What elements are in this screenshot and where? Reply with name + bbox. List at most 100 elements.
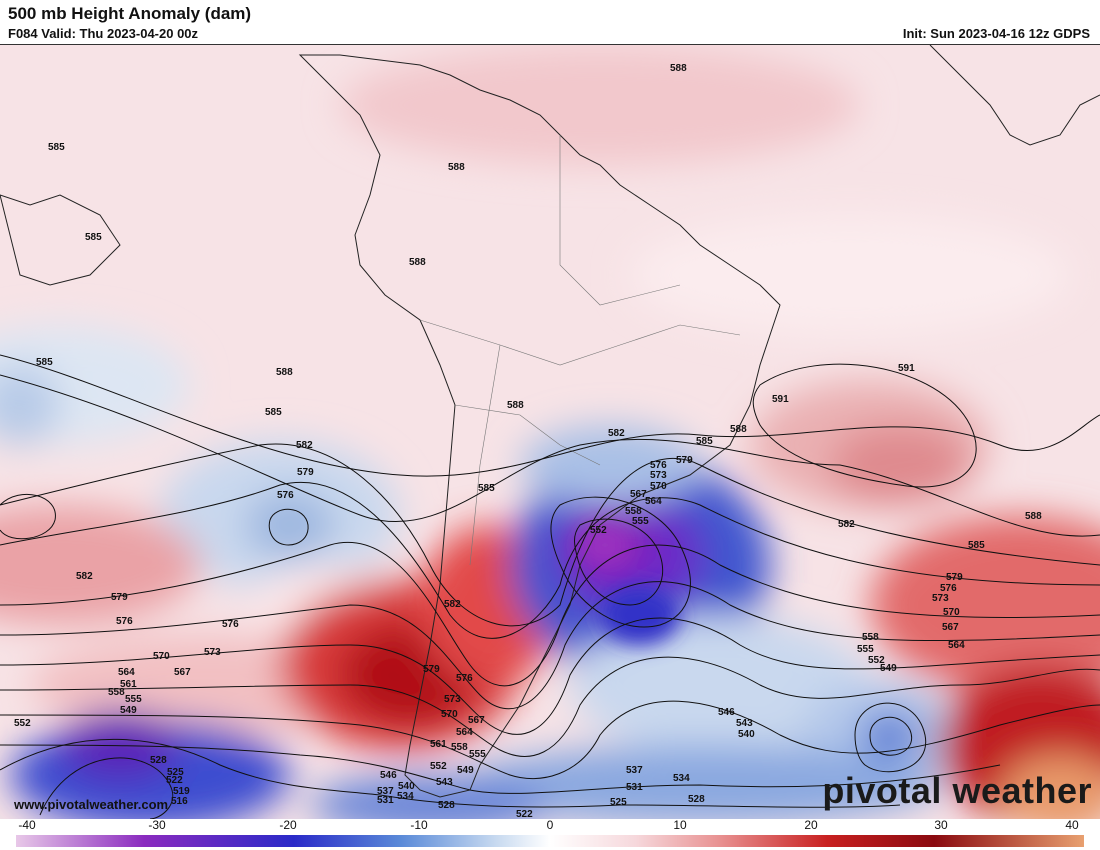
contour-label: 564 <box>456 727 473 738</box>
contour-label: 582 <box>838 519 855 530</box>
height-contours <box>0 354 1100 819</box>
contour-label: 558 <box>862 632 879 643</box>
contour-label: 537 <box>377 786 394 797</box>
contour-label: 573 <box>932 593 949 604</box>
colorbar-tick: -10 <box>410 818 428 832</box>
contour-label: 543 <box>736 718 753 729</box>
colorbar-tick: 30 <box>934 818 948 832</box>
contour-label: 585 <box>478 483 495 494</box>
contour-label: 546 <box>718 707 735 718</box>
contour-label: 552 <box>590 525 607 536</box>
contour-label: 549 <box>880 663 897 674</box>
contour-label: 528 <box>438 800 455 811</box>
contour-label: 549 <box>120 705 137 716</box>
contour-label: 576 <box>940 583 957 594</box>
map-canvas: 585 585 585 585 585 585 585 588 588 588 … <box>0 45 1100 819</box>
contour-label: 576 <box>650 460 667 471</box>
contour-label: 567 <box>942 622 959 633</box>
contour-label: 573 <box>650 470 667 481</box>
contour-label: 585 <box>696 436 713 447</box>
contour-label: 525 <box>610 797 627 808</box>
contour-label: 588 <box>448 162 465 173</box>
colorbar-gradient <box>16 835 1084 847</box>
contour-label: 588 <box>507 400 524 411</box>
contour-label: 585 <box>85 232 102 243</box>
contour-label: 552 <box>430 761 447 772</box>
colorbar-tick: 20 <box>804 818 818 832</box>
contour-label: 558 <box>451 742 468 753</box>
contour-label: 540 <box>398 781 415 792</box>
contour-label: 567 <box>630 489 647 500</box>
contour-label: 540 <box>738 729 755 740</box>
contour-label: 579 <box>946 572 963 583</box>
anomaly-map: 585 585 585 585 585 585 585 588 588 588 … <box>0 44 1100 819</box>
contour-label: 531 <box>377 795 394 806</box>
contour-label: 573 <box>444 694 461 705</box>
contour-label: 522 <box>166 775 183 786</box>
colorbar-tick: 10 <box>673 818 687 832</box>
contour-label: 537 <box>626 765 643 776</box>
colorbar-tick: -40 <box>18 818 36 832</box>
contour-label: 531 <box>626 782 643 793</box>
contour-label: 582 <box>444 599 461 610</box>
contour-label: 549 <box>457 765 474 776</box>
contour-label: 570 <box>943 607 960 618</box>
init-time: Init: Sun 2023-04-16 12z GDPS <box>902 26 1090 41</box>
contour-label-group: 585 585 585 585 585 585 585 588 588 588 … <box>14 63 1042 819</box>
contour-label: 552 <box>868 655 885 666</box>
contour-label: 570 <box>153 651 170 662</box>
contour-label: 588 <box>670 63 687 74</box>
contour-label: 588 <box>730 424 747 435</box>
anomaly-fill <box>0 45 1100 819</box>
contour-label: 546 <box>380 770 397 781</box>
contour-label: 573 <box>204 647 221 658</box>
contour-label: 555 <box>469 749 486 760</box>
colorbar <box>16 835 1084 847</box>
contour-label: 564 <box>118 667 135 678</box>
contour-label: 534 <box>397 791 414 802</box>
contour-label: 564 <box>948 640 965 651</box>
contour-label: 570 <box>441 709 458 720</box>
contour-label: 570 <box>650 481 667 492</box>
contour-label: 555 <box>632 516 649 527</box>
contour-label: 582 <box>76 571 93 582</box>
contour-label: 579 <box>423 664 440 675</box>
contour-label: 588 <box>276 367 293 378</box>
colorbar-tick: 0 <box>546 818 554 832</box>
contour-label: 558 <box>625 506 642 517</box>
contour-label: 585 <box>36 357 53 368</box>
contour-label: 585 <box>265 407 282 418</box>
contour-label: 576 <box>116 616 133 627</box>
contour-label: 561 <box>430 739 447 750</box>
header: 500 mb Height Anomaly (dam) F084 Valid: … <box>0 0 1100 44</box>
contour-label: 576 <box>456 673 473 684</box>
contour-label: 588 <box>1025 511 1042 522</box>
contour-label: 591 <box>898 363 915 374</box>
contour-label: 564 <box>645 496 662 507</box>
brand-watermark: pivotal weather <box>822 770 1092 811</box>
contour-label: 579 <box>297 467 314 478</box>
contour-label: 585 <box>968 540 985 551</box>
map-title: 500 mb Height Anomaly (dam) <box>8 4 252 23</box>
contour-label: 579 <box>111 592 128 603</box>
coastlines <box>0 45 1100 798</box>
site-url: www.pivotalweather.com <box>14 797 169 812</box>
valid-time: F084 Valid: Thu 2023-04-20 00z <box>8 26 199 41</box>
contour-label: 585 <box>48 142 65 153</box>
contour-label: 582 <box>296 440 313 451</box>
contour-label: 534 <box>673 773 690 784</box>
contour-label: 567 <box>174 667 191 678</box>
contour-label: 525 <box>167 767 184 778</box>
colorbar-tick: 40 <box>1065 818 1079 832</box>
colorbar-tick: -30 <box>148 818 166 832</box>
contour-label: 516 <box>171 796 188 807</box>
contour-label: 582 <box>608 428 625 439</box>
contour-label: 555 <box>125 694 142 705</box>
contour-label: 543 <box>436 777 453 788</box>
contour-label: 519 <box>173 786 190 797</box>
contour-label: 555 <box>857 644 874 655</box>
contour-label: 528 <box>150 755 167 766</box>
colorbar-ticks: -40 -30 -20 -10 0 10 20 30 40 <box>0 818 1100 834</box>
contour-label: 576 <box>222 619 239 630</box>
contour-label: 561 <box>120 679 137 690</box>
